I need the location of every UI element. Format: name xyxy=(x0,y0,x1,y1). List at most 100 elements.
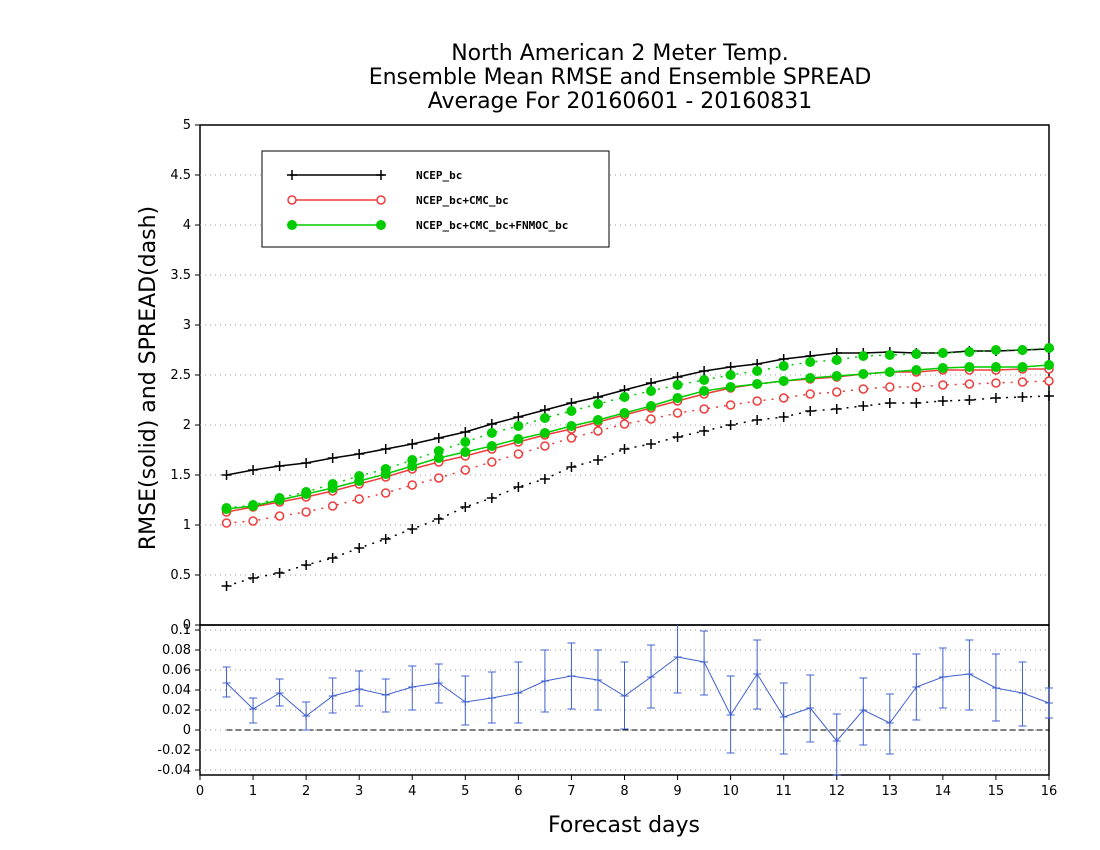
series-2-spread-point xyxy=(646,386,657,396)
series-2-rmse-point xyxy=(884,367,895,377)
series-0-spread-point xyxy=(672,432,683,442)
difference-point xyxy=(938,673,947,681)
series-0-spread-point xyxy=(646,439,657,449)
series-0-spread-point xyxy=(937,396,948,406)
series-0-rmse-point xyxy=(221,470,232,480)
difference-point xyxy=(514,689,523,697)
series-1-spread-point xyxy=(858,384,869,394)
legend-marker-2 xyxy=(376,220,386,230)
difference-point xyxy=(1045,699,1053,707)
series-1-spread-point xyxy=(593,426,603,436)
series-0-spread-point xyxy=(831,404,842,414)
series-1-spread-point xyxy=(513,449,524,459)
series-1-spread-point xyxy=(885,382,895,392)
series-1-spread-point xyxy=(938,380,948,390)
x-tick-label: 3 xyxy=(355,784,363,799)
series-1-spread-point xyxy=(1017,377,1028,387)
series-0-spread-point xyxy=(274,568,285,578)
series-0-spread-point xyxy=(884,398,895,408)
difference-point xyxy=(965,670,974,678)
difference-point xyxy=(832,737,841,745)
x-tick-label: 14 xyxy=(935,784,952,799)
series-2-rmse-point xyxy=(566,421,577,431)
series-2-rmse-point xyxy=(725,382,736,392)
series-0-rmse-point xyxy=(433,433,444,443)
difference-point xyxy=(408,683,417,691)
series-1-spread-point xyxy=(646,414,656,424)
x-tick-label: 7 xyxy=(567,784,575,799)
series-2-rmse-point xyxy=(407,461,418,471)
bottom-y-tick-label: 0.06 xyxy=(162,663,191,678)
series-0-spread-point xyxy=(1017,392,1028,402)
difference-point xyxy=(461,698,470,706)
series-1-spread-point xyxy=(248,516,258,526)
difference-point xyxy=(859,706,868,714)
difference-point xyxy=(647,673,656,681)
rmse-spread-panel: 0 0.5 1 1.5 2 2.5 3 3.5 4 4.5 5 xyxy=(170,118,1054,633)
series-2-rmse-point xyxy=(699,386,710,396)
top-y-tick-label: 0.5 xyxy=(170,568,191,583)
series-1-spread-point xyxy=(566,433,577,443)
series-1 xyxy=(221,364,1054,528)
difference-point xyxy=(991,684,1000,692)
series-2-spread-point xyxy=(858,351,869,361)
series-1-spread-point xyxy=(619,419,630,429)
series-2-spread-point xyxy=(778,361,789,371)
difference-point xyxy=(275,689,284,697)
series-2-rmse-point xyxy=(1044,360,1054,370)
series-0-spread-point xyxy=(805,406,816,416)
series-2-spread-point xyxy=(566,406,577,416)
series-2-rmse-point xyxy=(831,371,842,381)
difference-point xyxy=(355,685,364,693)
series-1-spread-point xyxy=(434,473,444,483)
series-0-spread-point xyxy=(486,493,497,503)
x-tick-label: 16 xyxy=(1041,784,1058,799)
bottom-y-tick-label: -0.04 xyxy=(157,763,191,778)
difference-point xyxy=(726,711,735,719)
difference-point xyxy=(249,705,258,713)
difference-point xyxy=(885,719,894,727)
difference-point xyxy=(779,713,788,721)
difference-line xyxy=(226,656,1050,742)
top-y-tick-label: 2.5 xyxy=(170,368,191,383)
difference-point xyxy=(912,683,921,691)
series-1-spread-point xyxy=(221,518,232,528)
series-0-spread-point xyxy=(460,502,471,512)
top-y-tick-label: 1 xyxy=(183,518,191,533)
series-0-rmse-point xyxy=(486,419,497,429)
x-axis-label: Forecast days xyxy=(548,813,700,838)
legend-label-0: NCEP_bc xyxy=(416,169,462,182)
series-2-rmse-point xyxy=(646,401,657,411)
bottom-y-tick-label: 0 xyxy=(183,723,191,738)
series-1-spread-point xyxy=(699,404,709,414)
series-2-rmse-point xyxy=(672,393,683,403)
series-0-spread-point xyxy=(354,543,365,553)
series-2-rmse-point xyxy=(221,504,232,514)
series-0-rmse-point xyxy=(301,458,312,468)
series-0 xyxy=(221,344,1054,591)
title-line-3: Average For 20160601 - 20160831 xyxy=(428,89,813,114)
difference-point xyxy=(806,704,815,712)
series-1-spread-point xyxy=(672,408,683,418)
series-2-spread-point xyxy=(725,370,736,380)
series-0-rmse-point xyxy=(327,453,338,463)
series-0-rmse-point xyxy=(513,412,524,422)
series-1-spread-point xyxy=(964,379,975,389)
series-0-spread-point xyxy=(513,482,524,492)
series-0-spread-point xyxy=(990,393,1001,403)
series-0-rmse-point xyxy=(699,366,710,376)
series-2-rmse-point xyxy=(380,469,391,479)
title-line-2: Ensemble Mean RMSE and Ensemble SPREAD xyxy=(369,65,872,90)
series-2-spread-point xyxy=(672,380,683,390)
legend-marker-1 xyxy=(287,195,297,205)
series-2-rmse-point xyxy=(539,428,550,438)
series-0-spread-point xyxy=(752,415,763,425)
difference-point xyxy=(593,676,602,684)
legend-label-2: NCEP_bc+CMC_bc+FNMOC_bc xyxy=(416,219,568,232)
series-1-spread-point xyxy=(991,378,1001,388)
series-2-spread-point xyxy=(990,345,1001,355)
x-tick-label: 5 xyxy=(461,784,469,799)
difference-point xyxy=(487,694,496,702)
series-1-spread-point xyxy=(832,387,842,397)
